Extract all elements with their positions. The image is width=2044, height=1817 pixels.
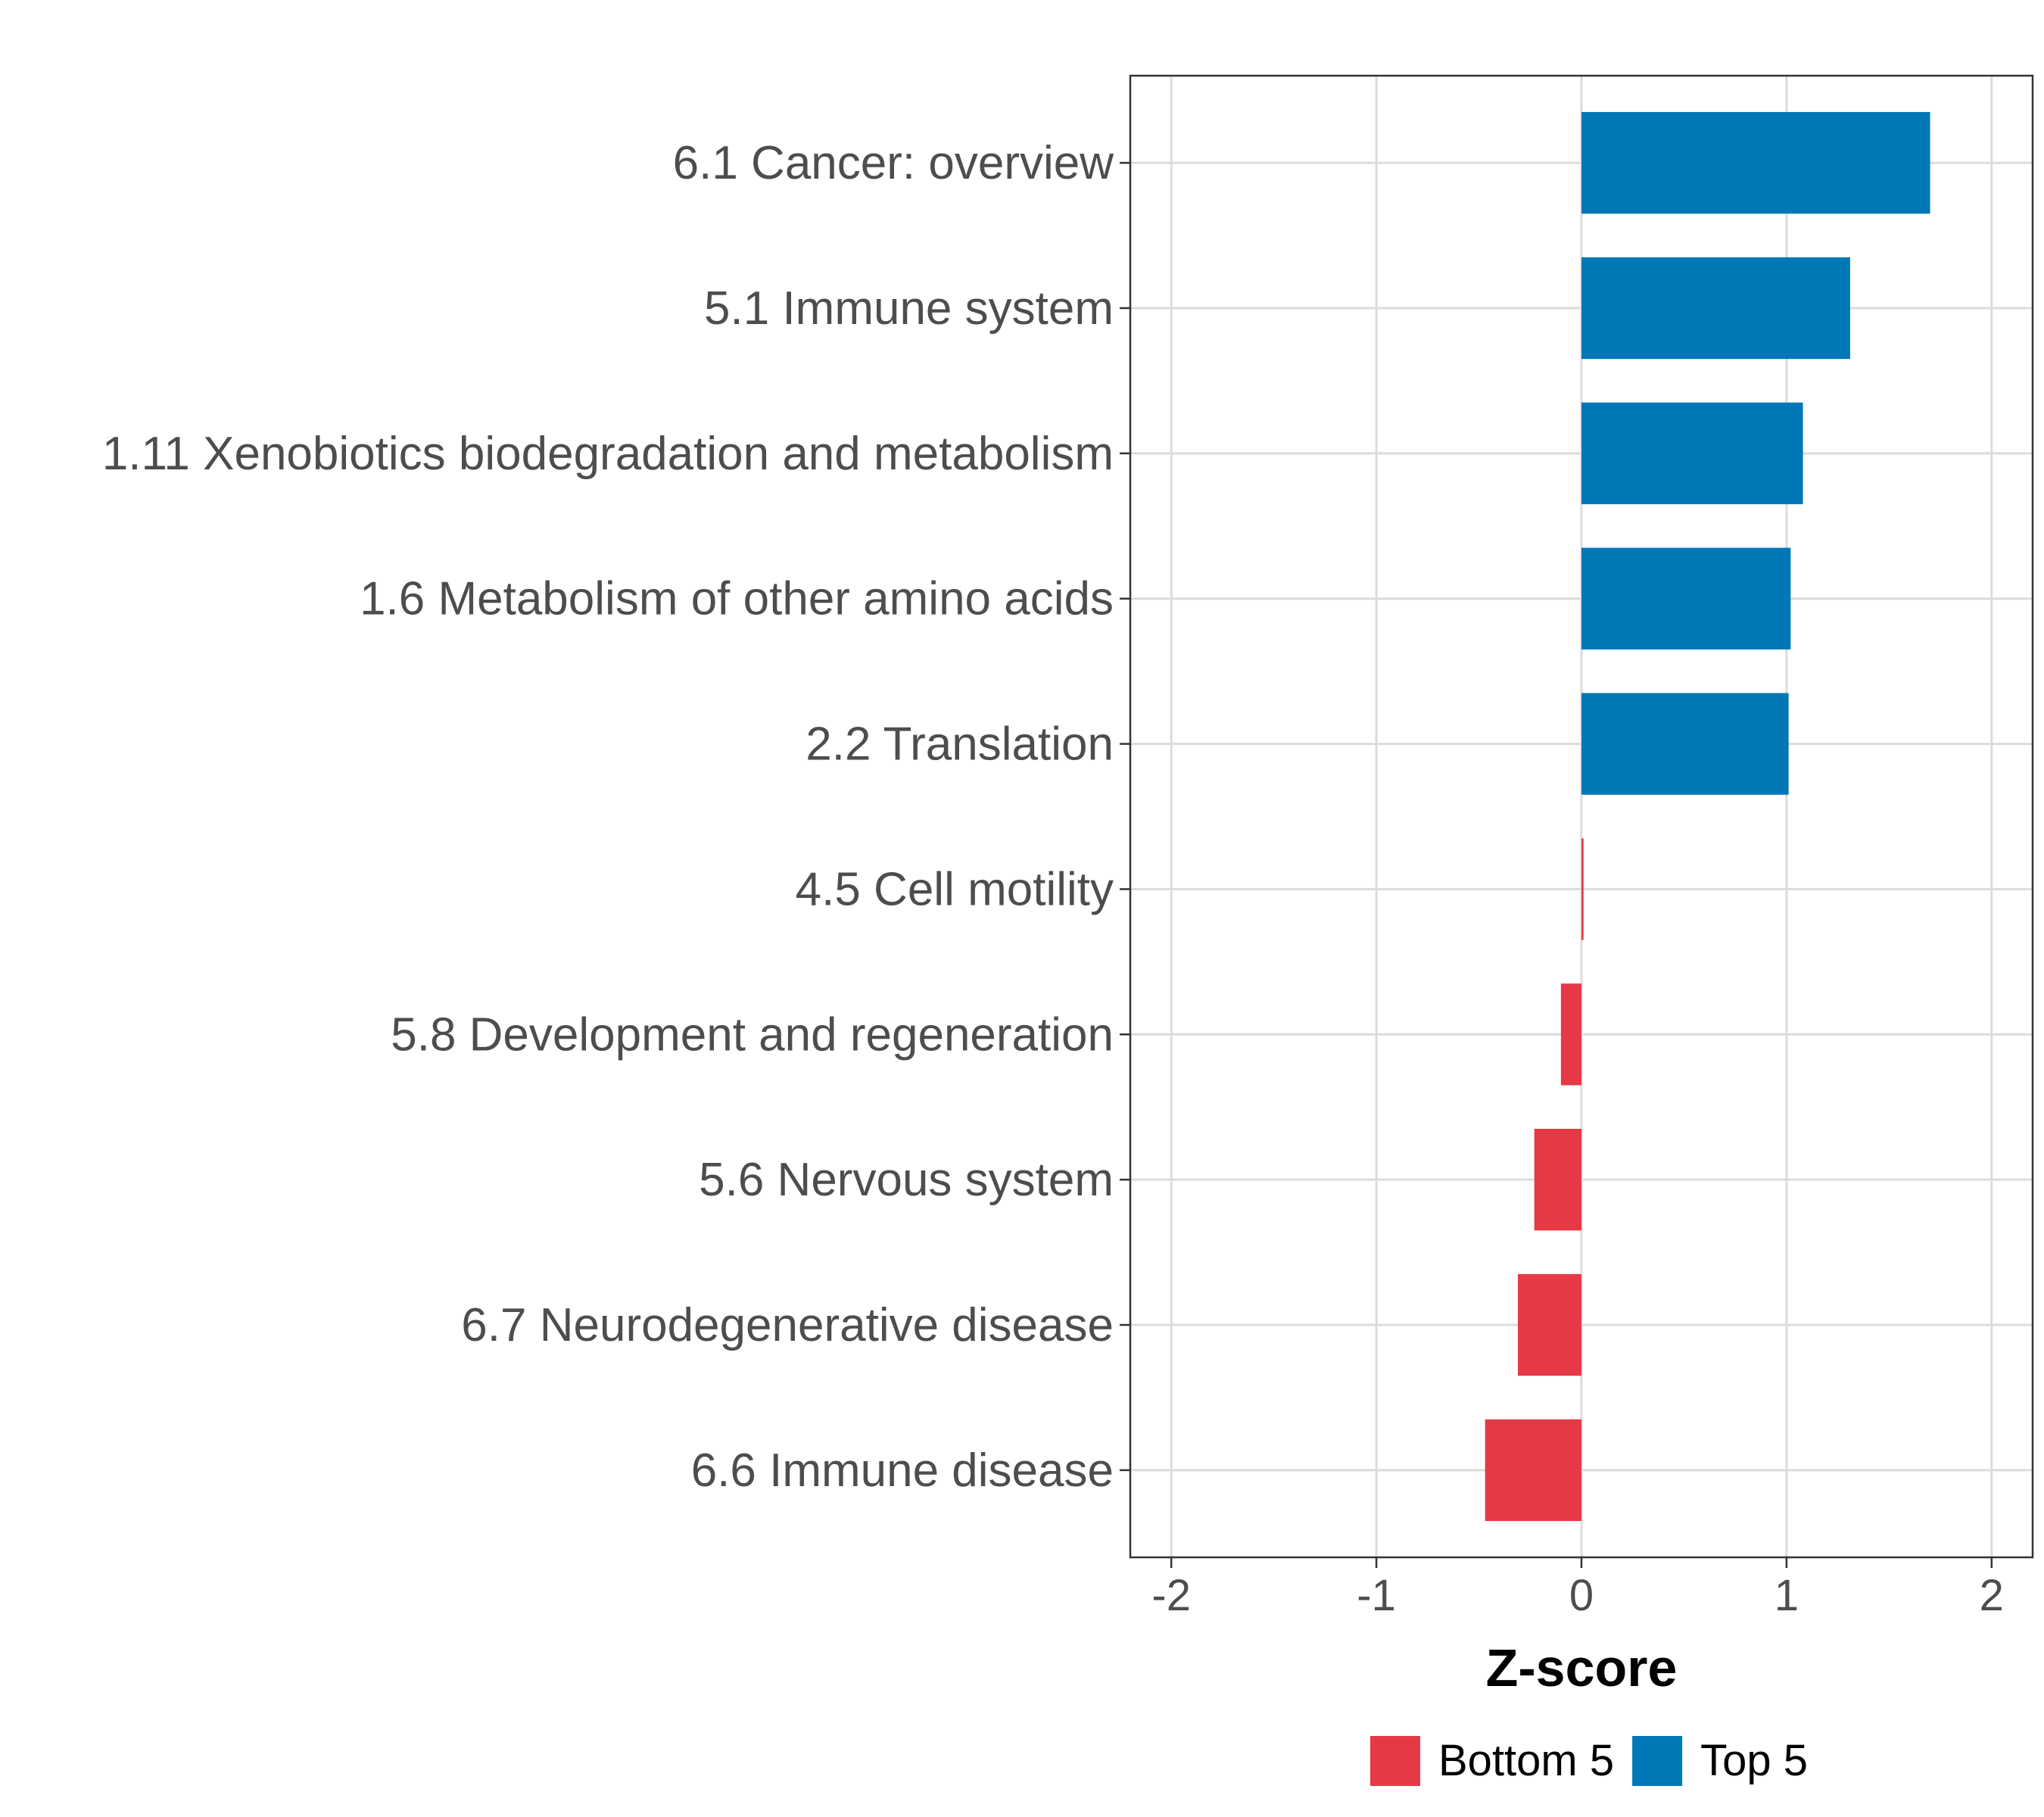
bar — [1518, 1273, 1581, 1376]
legend-key — [1370, 1736, 1420, 1786]
y-axis: 6.1 Cancer: overview 5.1 Immune system 1.1… — [102, 137, 1130, 1497]
y-tick-label: 5.8 Development and regeneration — [391, 1008, 1114, 1061]
y-tick-label: 1.6 Metabolism of other amino acids — [360, 573, 1114, 625]
y-tick-label: 1.11 Xenobiotics biodegradation and meta… — [102, 428, 1114, 480]
bar — [1581, 402, 1803, 504]
y-tick-label: 5.1 Immune system — [704, 282, 1114, 335]
bar — [1534, 1129, 1581, 1231]
x-axis: -2 -1 0 1 2 — [1151, 1557, 2004, 1620]
y-tick-label: 4.5 Cell motility — [796, 863, 1114, 915]
bar — [1581, 693, 1789, 795]
x-tick-label: 1 — [1774, 1571, 1799, 1620]
bar — [1581, 838, 1584, 940]
x-axis-title: Z-score — [1486, 1638, 1678, 1697]
bar — [1560, 983, 1581, 1086]
bars — [1485, 111, 1930, 1522]
y-tick-label: 6.7 Neurodegenerative disease — [461, 1299, 1114, 1351]
bar — [1485, 1419, 1581, 1522]
x-tick-label: -2 — [1151, 1571, 1191, 1620]
bar — [1581, 257, 1850, 360]
legend-label: Top 5 — [1700, 1736, 1808, 1785]
y-tick-label: 2.2 Translation — [805, 718, 1114, 771]
bar — [1581, 111, 1930, 214]
y-tick-label: 6.1 Cancer: overview — [673, 137, 1114, 189]
y-tick-label: 6.6 Immune disease — [691, 1445, 1114, 1497]
legend: Bottom 5 Top 5 — [1370, 1736, 1808, 1786]
bar — [1581, 547, 1791, 650]
x-tick-label: -1 — [1357, 1571, 1396, 1620]
x-tick-label: 2 — [1980, 1571, 2004, 1620]
x-tick-label: 0 — [1569, 1571, 1594, 1620]
y-tick-label: 5.6 Nervous system — [699, 1154, 1114, 1206]
legend-key — [1632, 1736, 1683, 1786]
legend-label: Bottom 5 — [1438, 1736, 1614, 1785]
